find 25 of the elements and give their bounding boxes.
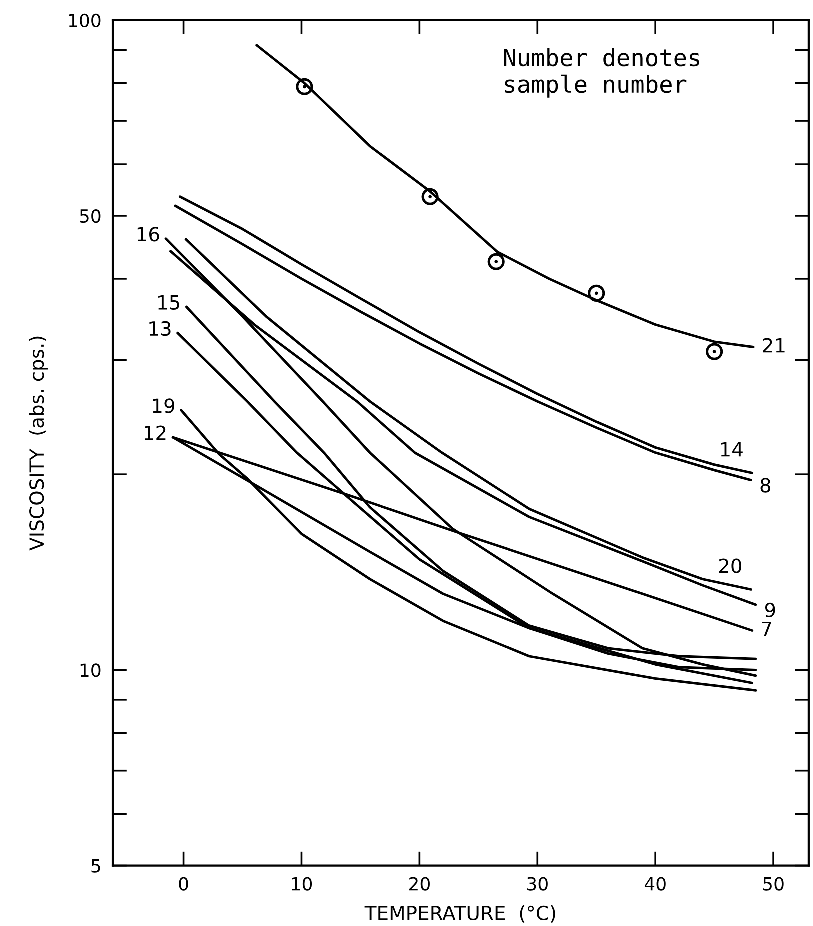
- annotation: 21: [763, 338, 785, 353]
- annotation: 15: [158, 296, 180, 310]
- annotation: 12: [145, 426, 166, 440]
- x-tick-label: 0: [179, 877, 188, 891]
- y-tick-label: 100: [69, 14, 101, 28]
- annotation: 14: [721, 442, 743, 457]
- annotation: 13: [150, 321, 171, 336]
- line-series: [256, 44, 755, 349]
- x-tick-label: 50: [763, 877, 784, 891]
- x-tick-label: 20: [410, 877, 430, 891]
- x-tick-label: 40: [644, 877, 666, 891]
- x-tick-label: 10: [292, 877, 312, 891]
- annotation: 20: [719, 558, 742, 574]
- x-axis-title: TEMPERATURE (°C): [364, 906, 556, 923]
- annotation: 7: [762, 622, 772, 636]
- annotation: 16: [138, 227, 160, 242]
- annotation: 9: [765, 602, 776, 618]
- y-axis-title: VISCOSITY (abs. cps.): [29, 336, 48, 551]
- annotation: 8: [760, 478, 771, 493]
- annotation: 19: [153, 398, 174, 414]
- y-tick-label: 50: [80, 209, 101, 224]
- annotation: Number denotes sample number: [504, 48, 700, 98]
- y-tick-label: 10: [80, 664, 101, 678]
- y-tick-label: 5: [92, 860, 100, 873]
- x-tick-label: 30: [528, 877, 548, 891]
